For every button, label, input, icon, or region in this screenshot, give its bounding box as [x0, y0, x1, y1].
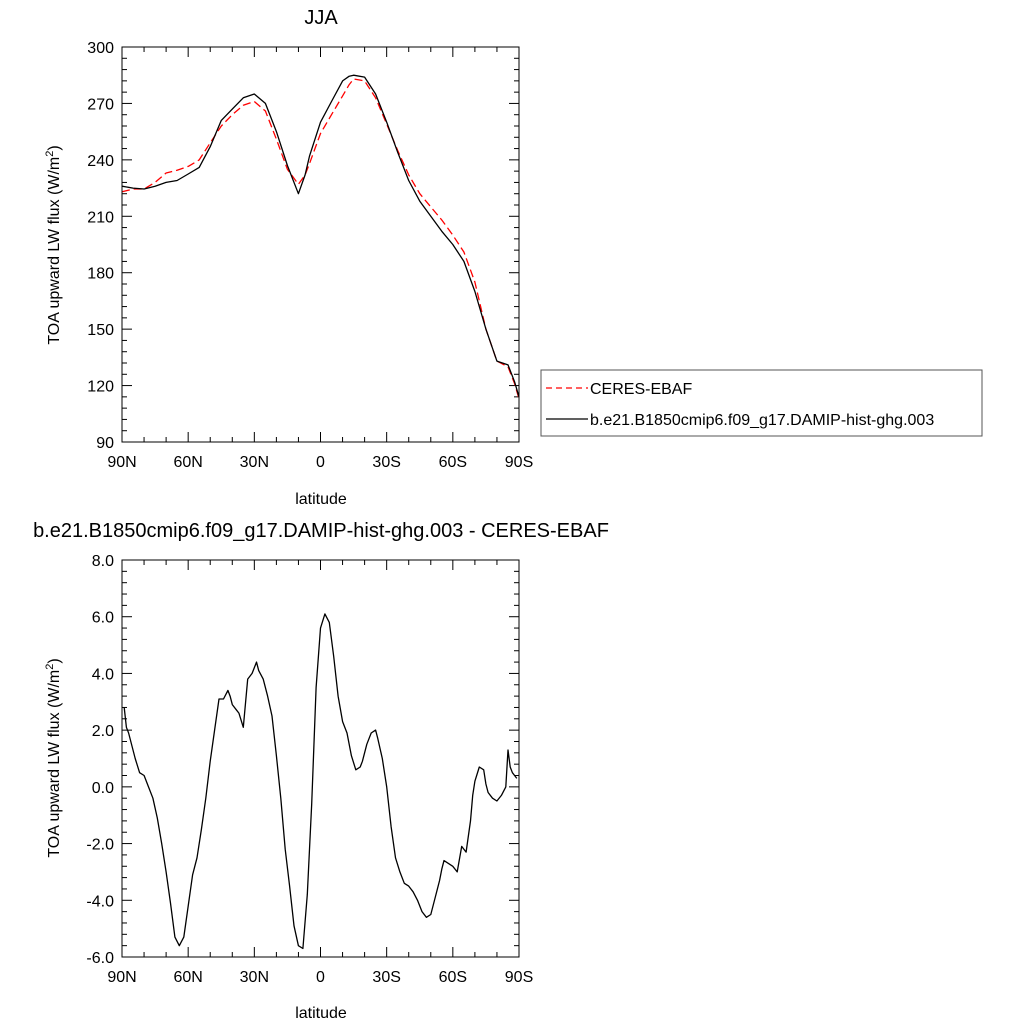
series-line-model [123, 613, 518, 950]
y-tick-label: -4.0 [86, 893, 114, 910]
x-tick-label: 60N [173, 454, 202, 471]
y-tick-label: 2.0 [92, 723, 114, 740]
y-tick-label: 4.0 [92, 666, 114, 683]
series-line-model [121, 74, 520, 398]
bottom-tick-marks [121, 559, 520, 958]
top-x-tick-labels: 90N 60N 30N 0 30S 60S 90S [107, 454, 533, 471]
y-tick-label: -2.0 [86, 837, 114, 854]
bottom-y-axis-label: TOA upward LW flux (W/m2) [44, 658, 63, 857]
bottom-y-axis-label-superscript: 2 [44, 664, 56, 670]
y-tick-label: 6.0 [92, 610, 114, 627]
y-tick-label: 240 [87, 153, 114, 170]
y-tick-label: 180 [87, 266, 114, 283]
legend-label-model: b.e21.B1850cmip6.f09_g17.DAMIP-hist-ghg.… [590, 412, 934, 429]
top-plot-frame [121, 46, 520, 443]
series-line-ceres-ebaf [121, 78, 520, 399]
x-tick-label: 60N [173, 969, 202, 986]
y-tick-label: -6.0 [86, 950, 114, 967]
bottom-y-tick-labels: -6.0 -4.0 -2.0 0.0 2.0 4.0 6.0 8.0 [86, 553, 114, 967]
legend: CERES-EBAF b.e21.B1850cmip6.f09_g17.DAMI… [540, 369, 983, 437]
y-tick-label: 270 [87, 96, 114, 113]
y-tick-label: 90 [96, 435, 114, 452]
x-tick-label: 0 [316, 454, 325, 471]
bottom-y-axis-label-tail: ) [46, 658, 63, 663]
bottom-x-tick-labels: 90N 60N 30N 0 30S 60S 90S [107, 969, 533, 986]
bottom-series-lines [123, 613, 518, 950]
x-tick-label: 30N [240, 969, 269, 986]
y-tick-label: 300 [87, 40, 114, 57]
top-chart-title: JJA [304, 7, 338, 29]
x-tick-label: 0 [316, 969, 325, 986]
x-tick-label: 30S [372, 969, 400, 986]
y-tick-label: 8.0 [92, 553, 114, 570]
x-tick-label: 30N [240, 454, 269, 471]
x-tick-label: 90N [107, 969, 136, 986]
y-tick-label: 120 [87, 379, 114, 396]
y-tick-label: 150 [87, 322, 114, 339]
top-y-tick-labels: 90 120 150 180 210 240 270 300 [87, 40, 114, 452]
y-tick-label: 0.0 [92, 780, 114, 797]
x-tick-label: 90S [505, 454, 533, 471]
bottom-x-axis-label: latitude [295, 1005, 347, 1022]
top-y-axis-label-superscript: 2 [44, 151, 56, 157]
top-tick-marks [121, 46, 520, 443]
top-y-axis-label-main: TOA upward LW flux (W/m [46, 157, 63, 345]
x-tick-label: 90S [505, 969, 533, 986]
legend-box [540, 369, 983, 437]
top-series-lines [121, 74, 520, 399]
bottom-panel: b.e21.B1850cmip6.f09_g17.DAMIP-hist-ghg.… [33, 520, 609, 1022]
top-y-axis-label-tail: ) [46, 145, 63, 150]
x-tick-label: 60S [439, 969, 467, 986]
x-tick-label: 60S [439, 454, 467, 471]
x-tick-label: 30S [372, 454, 400, 471]
top-x-axis-label: latitude [295, 491, 347, 508]
legend-label-ceres: CERES-EBAF [590, 381, 692, 398]
top-panel: JJA 90N 60N 30N 0 30S 60S 90S 90 120 150 180 210 24… [44, 7, 983, 508]
y-tick-label: 210 [87, 209, 114, 226]
x-tick-label: 90N [107, 454, 136, 471]
top-y-axis-label: TOA upward LW flux (W/m2) [44, 145, 63, 344]
bottom-plot-frame [121, 559, 520, 958]
bottom-y-axis-label-main: TOA upward LW flux (W/m [46, 670, 63, 858]
bottom-chart-title: b.e21.B1850cmip6.f09_g17.DAMIP-hist-ghg.… [33, 520, 609, 542]
